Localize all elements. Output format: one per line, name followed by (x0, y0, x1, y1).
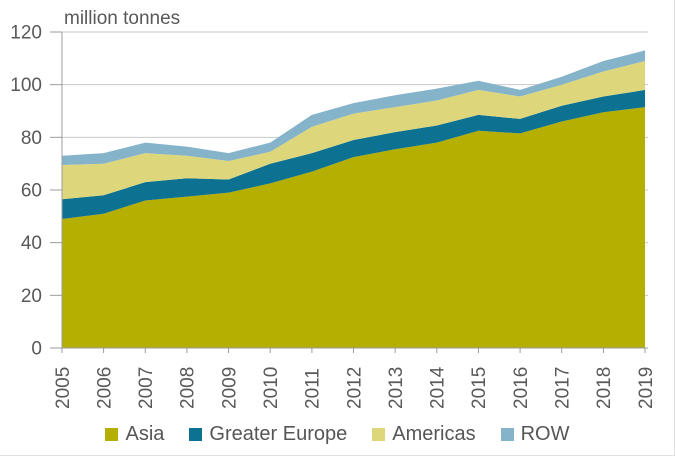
x-axis-label: 2007 (136, 367, 157, 409)
legend-swatch-row (500, 427, 514, 441)
area-asia (62, 107, 645, 348)
y-axis-label: 20 (21, 286, 42, 307)
x-axis-label: 2005 (53, 367, 74, 409)
y-axis-label: 80 (21, 128, 42, 149)
x-axis-label: 2013 (386, 367, 407, 409)
chart-legend: Asia Greater Europe Americas ROW (0, 419, 675, 449)
legend-label: Asia (125, 422, 165, 445)
x-axis-label: 2012 (344, 367, 365, 409)
legend-swatch-asia (105, 427, 119, 441)
y-axis-label: 120 (10, 23, 42, 44)
x-axis-label: 2015 (469, 367, 490, 409)
x-axis-label: 2006 (94, 367, 115, 409)
chart-canvas: 0 20 40 60 80 100 120 2005 2006 2007 2008 2009 2010 2… (10, 8, 657, 409)
y-axis-label: 100 (10, 75, 42, 96)
x-axis-label: 2019 (636, 367, 657, 409)
x-axis-label: 2011 (303, 368, 324, 409)
x-axis-label: 2018 (594, 367, 615, 409)
y-axis-label: 0 (31, 339, 42, 360)
chart-title: million tonnes (64, 8, 180, 29)
y-axis-label: 60 (21, 181, 42, 202)
area-row (62, 50, 645, 165)
area-americas (62, 61, 645, 200)
x-axis-label: 2009 (219, 367, 240, 409)
x-axis-label: 2014 (428, 366, 449, 409)
x-axis-label: 2016 (511, 367, 532, 409)
area-greater-europe (62, 89, 645, 220)
x-axis-label: 2010 (261, 367, 282, 409)
stacked-area-chart: 0 20 40 60 80 100 120 2005 2006 2007 2008 2009 2010 2… (10, 8, 657, 409)
legend-label: Americas (392, 422, 476, 445)
legend-swatch-americas (372, 427, 386, 441)
legend-item-row: ROW (500, 422, 570, 446)
x-axis-label: 2008 (178, 367, 199, 409)
legend-item-asia: Asia (105, 423, 164, 446)
y-axis-label: 40 (21, 233, 42, 254)
legend-item-americas: Americas (372, 422, 476, 446)
legend-label: Greater Europe (209, 422, 348, 445)
legend-swatch-greater-europe (189, 427, 203, 441)
legend-item-greater-europe: Greater Europe (189, 423, 347, 446)
legend-label: ROW (520, 422, 570, 445)
x-axis-label: 2017 (553, 367, 574, 409)
